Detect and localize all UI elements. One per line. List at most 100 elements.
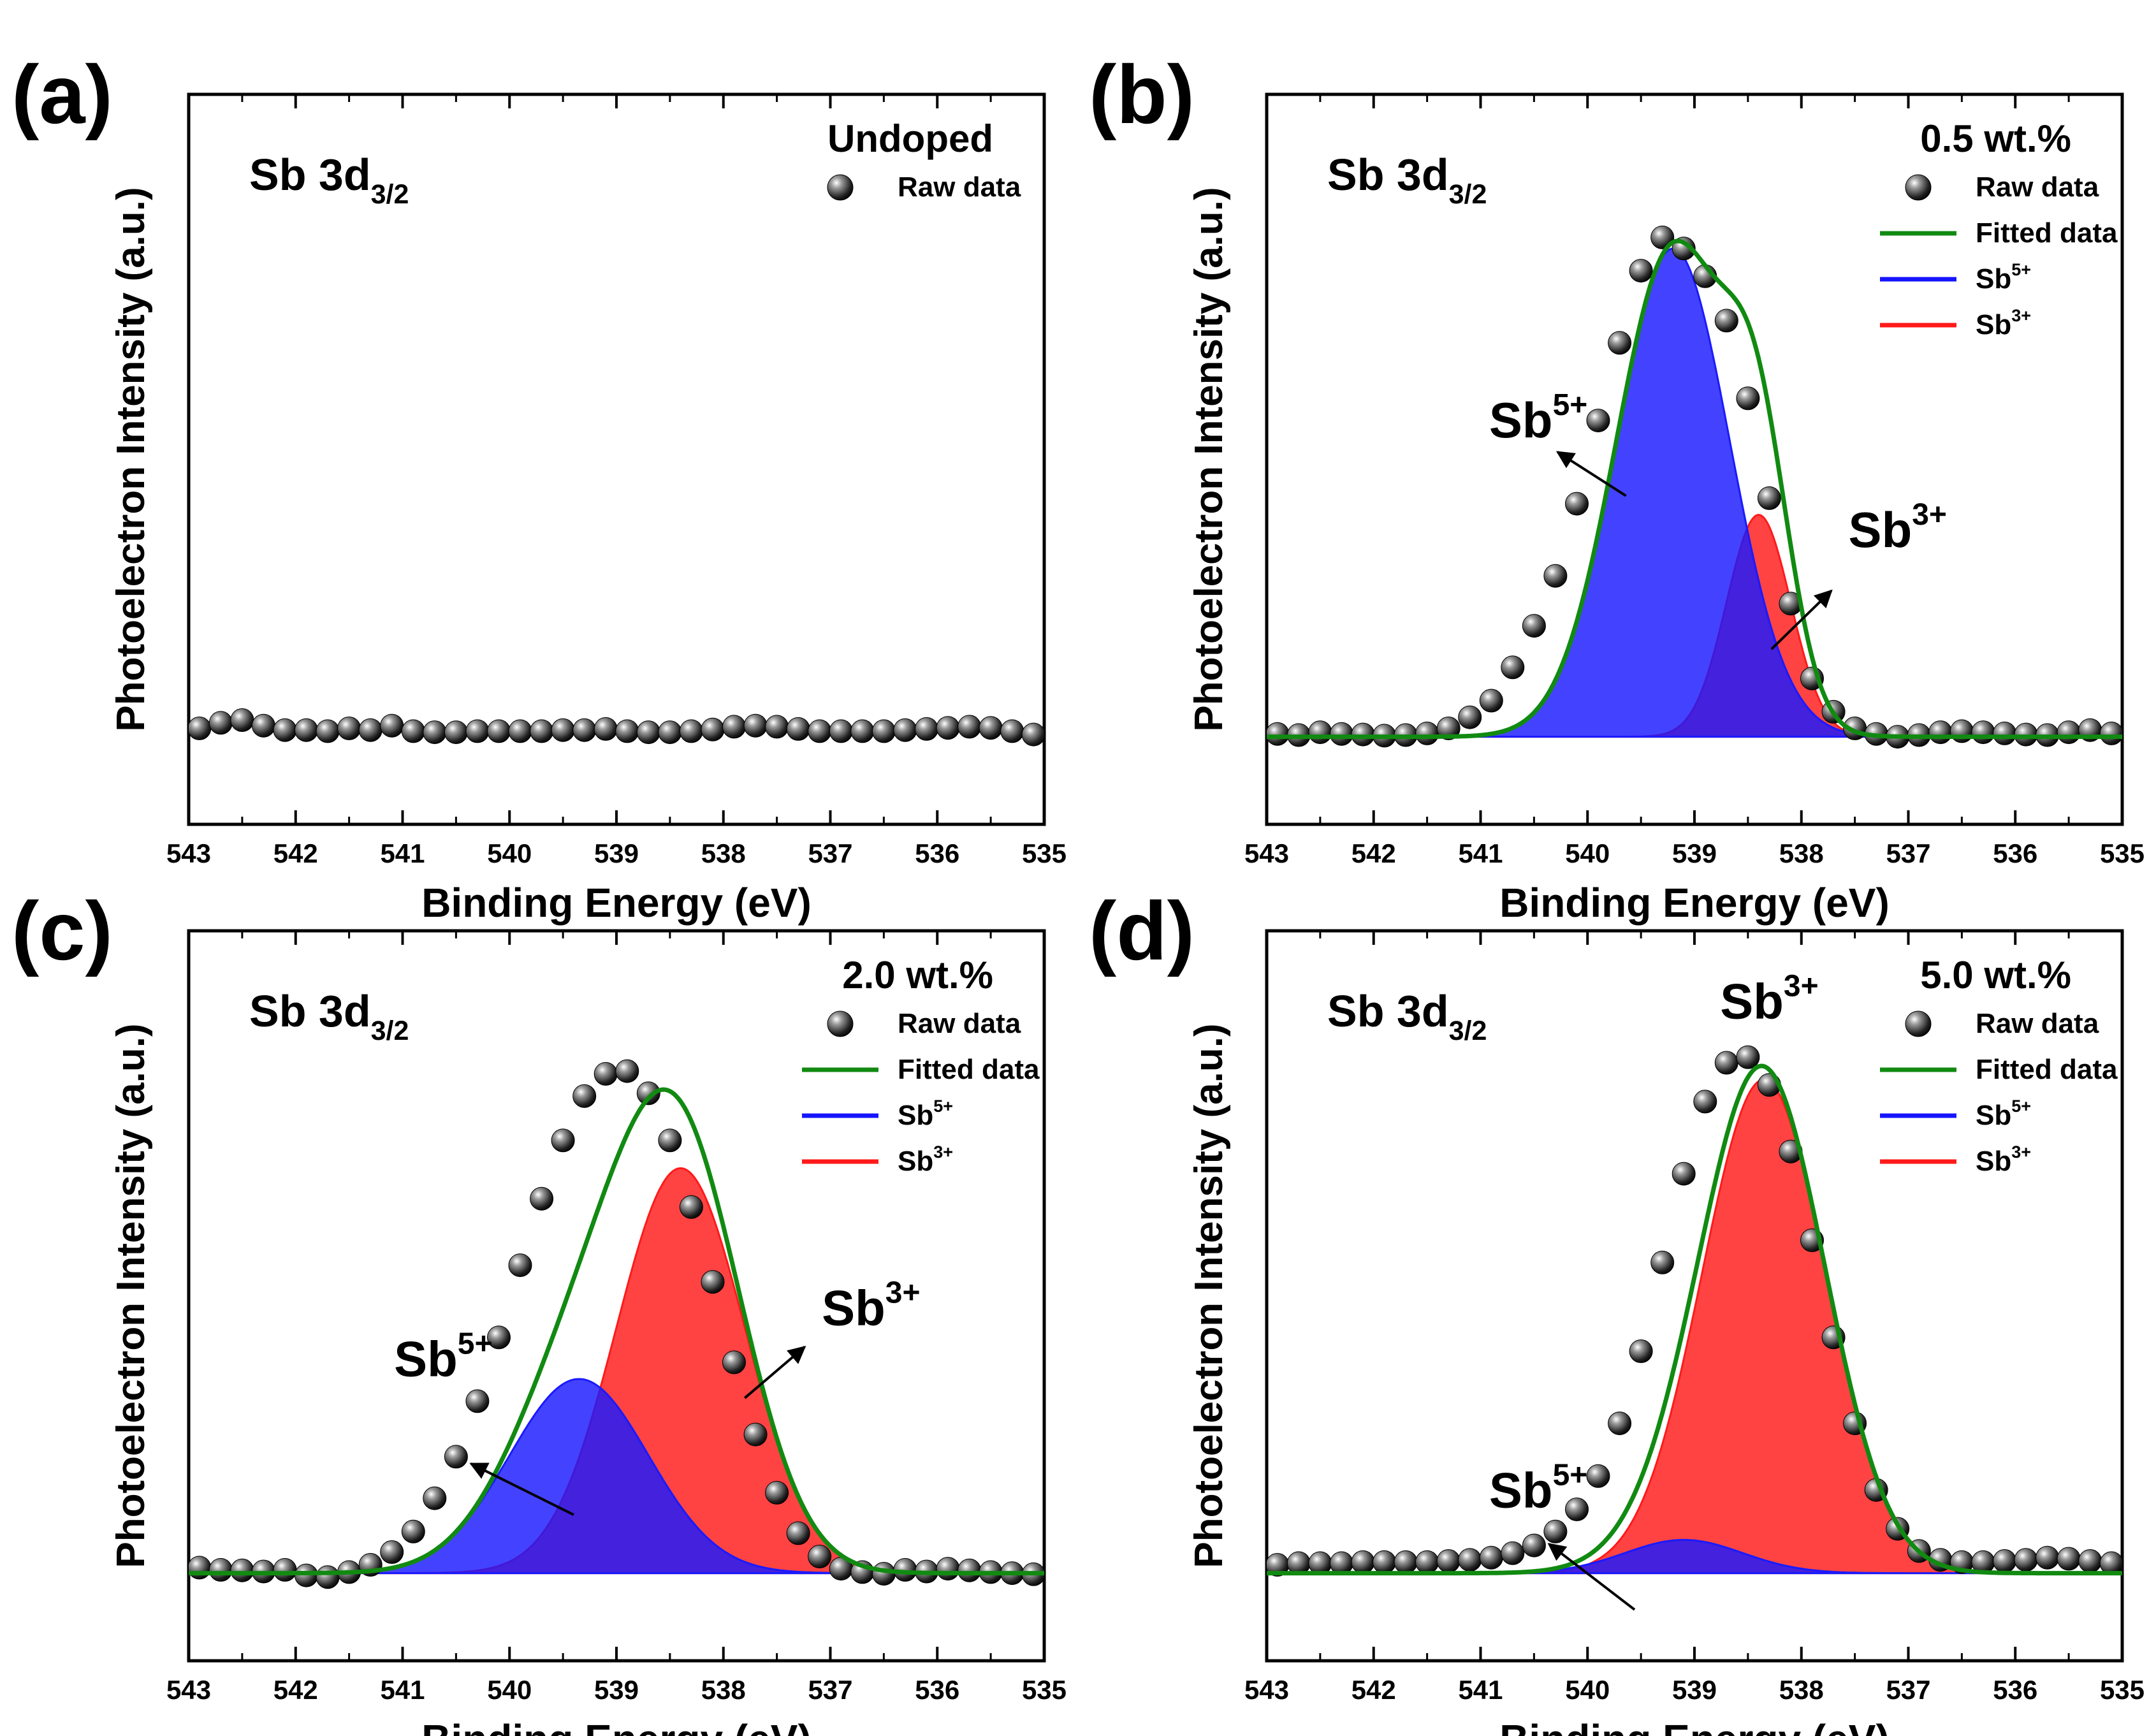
raw-data-point: [189, 717, 212, 740]
raw-data-point: [530, 719, 554, 743]
x-tick-label: 543: [166, 1675, 211, 1705]
annotation-label-superscript: 3+: [885, 1276, 921, 1309]
annotation-label: Sb5+: [1489, 1459, 1587, 1519]
x-tick-label: 541: [380, 1675, 425, 1705]
annotation-label-superscript: 5+: [1553, 1459, 1588, 1492]
raw-data-point: [786, 1521, 810, 1545]
legend-marker-raw: [827, 1010, 854, 1037]
raw-data-point: [508, 719, 532, 743]
annotation-label-base: Sb: [1720, 973, 1784, 1029]
plot-area: [1267, 1045, 2122, 1577]
annotation-arrow: [1770, 589, 1833, 650]
raw-data-point: [551, 718, 575, 742]
x-tick-label: 541: [1458, 838, 1503, 868]
raw-data-point: [1308, 720, 1332, 745]
legend-label-base: Fitted data: [1976, 1054, 2118, 1085]
legend-label-base: Sb: [898, 1146, 933, 1177]
x-tick-label: 539: [594, 838, 639, 868]
legend-label-base: Fitted data: [1976, 217, 2118, 249]
legend-label: Sb5+: [1976, 1097, 2031, 1131]
raw-data-point: [273, 718, 297, 742]
fitted-line: [189, 1087, 1044, 1576]
raw-data-point: [1629, 259, 1653, 283]
raw-data-point: [208, 1557, 233, 1582]
x-tick-label: 537: [808, 1675, 852, 1705]
x-axis-label: Binding Energy (eV): [421, 1716, 812, 1736]
raw-data-point: [1608, 331, 1632, 355]
x-axis-label: Binding Energy (eV): [421, 880, 812, 926]
y-axis-label: Photoelectron Intensity (a.u.): [109, 187, 153, 731]
legend-label: Raw data: [1976, 1008, 2099, 1039]
component-sb5-area: [189, 1378, 1044, 1575]
legend-label: Sb5+: [898, 1097, 953, 1131]
raw-data-point: [658, 1128, 682, 1153]
annotation-label-superscript: 3+: [1784, 969, 1819, 1003]
raw-data-point: [1415, 1550, 1439, 1574]
x-tick-label: 539: [1672, 838, 1717, 868]
raw-data-point: [1693, 1090, 1717, 1114]
peak-label: Sb 3d3/2: [1327, 986, 1487, 1046]
chart-panel-c: (c) 543 542 541 540 539 538 537 536 535 Binding En…: [11, 884, 1067, 1736]
raw-data-point: [1543, 564, 1568, 588]
raw-data-point: [1757, 486, 1781, 510]
raw-data-point: [808, 1545, 832, 1568]
fitted-line: [1267, 238, 2122, 740]
x-tick-label: 543: [166, 838, 211, 868]
annotation-label-base: Sb: [822, 1280, 885, 1336]
legend-label: Sb3+: [898, 1142, 953, 1177]
x-tick-label: 542: [1351, 838, 1396, 868]
raw-data-point: [1479, 1545, 1503, 1570]
raw-data-point: [487, 719, 511, 743]
raw-data-point: [189, 1556, 212, 1580]
raw-data-point: [594, 1061, 618, 1086]
raw-data-point: [508, 1253, 532, 1278]
raw-data-point: [743, 713, 768, 738]
raw-data-point: [958, 715, 982, 739]
x-tick-label: 539: [594, 1675, 639, 1705]
raw-data-point: [871, 719, 896, 743]
plot-area: [189, 708, 1044, 747]
raw-data-point: [2014, 1548, 2038, 1572]
raw-data-point: [1993, 1549, 2016, 1573]
x-tick-label: 535: [2100, 838, 2145, 868]
legend-label-superscript: 5+: [933, 1097, 953, 1116]
chart-panel-b: (b) 543 542 541 540 539 538 537 536 535 Binding En…: [1089, 48, 2145, 926]
raw-data-point: [1672, 1162, 1696, 1186]
y-axis-label: Photoelectron Intensity (a.u.): [109, 1023, 153, 1568]
annotation-label-superscript: 5+: [458, 1327, 493, 1360]
panel-tag: (d): [1089, 884, 1195, 977]
raw-data-point: [722, 1350, 746, 1375]
raw-data-point: [208, 711, 233, 735]
raw-data-point: [701, 1270, 725, 1294]
x-tick-label: 540: [1565, 1675, 1610, 1705]
legend-label-superscript: 5+: [2011, 260, 2031, 279]
raw-data-point: [636, 1081, 660, 1105]
legend-label: Fitted data: [1976, 217, 2118, 249]
raw-data-point: [295, 1563, 318, 1587]
x-tick-label: 535: [1022, 1675, 1067, 1705]
legend-label: Fitted data: [898, 1054, 1040, 1085]
raw-data-point: [1458, 1548, 1482, 1572]
legend-marker-raw: [1905, 1010, 1932, 1037]
x-tick-label: 536: [1993, 838, 2037, 868]
x-tick-label: 541: [380, 838, 425, 868]
legend-label-superscript: 5+: [2011, 1097, 2031, 1116]
raw-data-point: [316, 1565, 340, 1589]
annotation-arrow: [469, 1462, 574, 1516]
legend-marker-raw: [827, 174, 854, 201]
raw-data-point: [551, 1128, 575, 1153]
x-axis-label: Binding Energy (eV): [1499, 880, 1890, 926]
raw-data-point: [2078, 1549, 2102, 1573]
annotation-label-base: Sb: [1849, 502, 1912, 558]
annotation-label: Sb5+: [394, 1327, 492, 1387]
peak-label-subscript: 3/2: [1449, 179, 1487, 210]
raw-data-point: [1736, 386, 1760, 411]
plot-frame: [187, 92, 1046, 826]
raw-data-point: [808, 719, 832, 743]
annotation-label-superscript: 5+: [1553, 388, 1588, 422]
raw-data-point: [1267, 722, 1290, 746]
raw-data-point: [273, 1557, 297, 1582]
raw-data-point: [251, 713, 275, 738]
raw-data-point: [1373, 1550, 1396, 1574]
